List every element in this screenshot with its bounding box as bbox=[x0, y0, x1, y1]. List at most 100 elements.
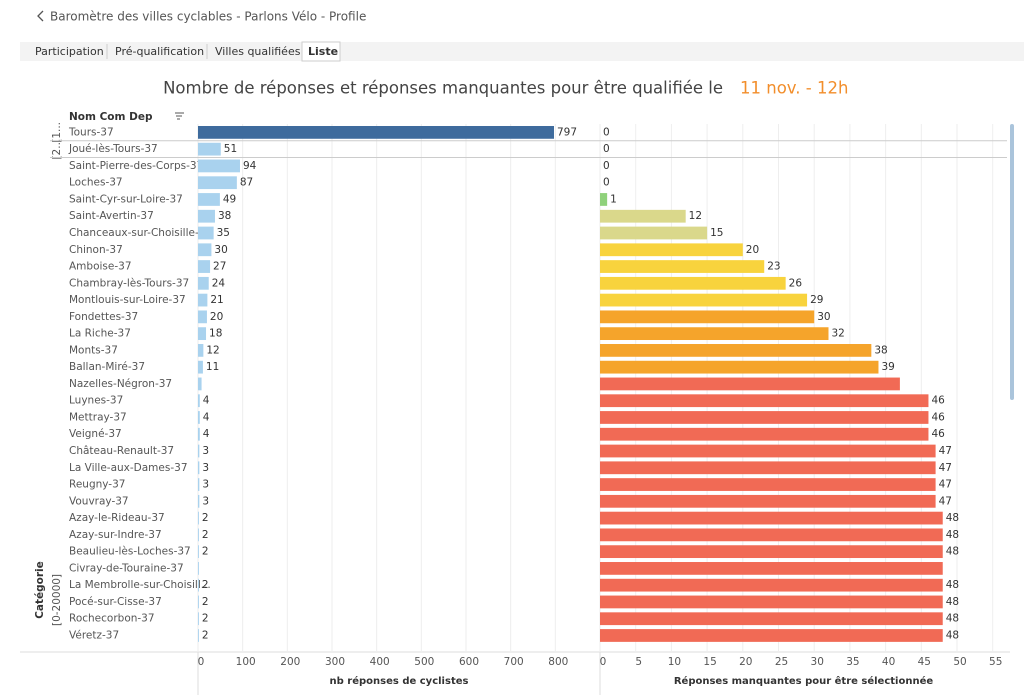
bar bbox=[600, 629, 943, 642]
bar bbox=[198, 411, 200, 424]
row-label: Saint-Pierre-des-Corps-37 bbox=[69, 160, 203, 172]
row-label: Monts-37 bbox=[69, 344, 118, 356]
x-tick-label: 400 bbox=[370, 656, 390, 668]
tab[interactable]: Liste bbox=[308, 45, 338, 58]
row-label: Chambray-lès-Tours-37 bbox=[69, 277, 189, 289]
row-group-label: [2... bbox=[51, 139, 63, 160]
row-label: Chinon-37 bbox=[69, 244, 123, 256]
bar bbox=[600, 528, 943, 542]
row-label: Tours-37 bbox=[68, 126, 114, 138]
bar bbox=[600, 444, 936, 458]
row-group-label: [1... bbox=[51, 122, 63, 143]
row-label: Joué-lès-Tours-37 bbox=[68, 143, 158, 155]
bar bbox=[600, 545, 943, 559]
sort-icon[interactable] bbox=[175, 112, 184, 120]
data-label: 46 bbox=[931, 411, 945, 423]
tab[interactable]: Participation bbox=[35, 45, 104, 58]
data-label: 48 bbox=[946, 529, 959, 541]
chart-title-date: 11 nov. - 12h bbox=[740, 79, 848, 98]
column-header: Nom Com Dep bbox=[69, 111, 153, 123]
bar bbox=[198, 578, 199, 592]
x-tick-label: 45 bbox=[918, 656, 931, 668]
x-axis-title: Réponses manquantes pour être sélectionn… bbox=[674, 675, 934, 687]
data-label: 18 bbox=[209, 328, 222, 340]
row-label: Rochecorbon-37 bbox=[69, 613, 155, 625]
data-label: 27 bbox=[213, 261, 226, 273]
data-label: 2 bbox=[202, 546, 209, 558]
x-tick-label: 10 bbox=[668, 656, 681, 668]
bar bbox=[600, 478, 936, 491]
row-label: Beaulieu-lès-Loches-37 bbox=[69, 546, 191, 558]
bar bbox=[198, 142, 221, 156]
data-label: 3 bbox=[202, 445, 209, 457]
tab[interactable]: Pré-qualification bbox=[115, 45, 204, 58]
x-axis-title: nb réponses de cyclistes bbox=[330, 675, 469, 687]
bar bbox=[198, 461, 200, 475]
row-label: Vouvray-37 bbox=[69, 495, 129, 507]
row-label: Reugny-37 bbox=[69, 479, 125, 491]
data-label: 4 bbox=[203, 395, 210, 407]
bar bbox=[198, 444, 200, 458]
bar bbox=[600, 226, 708, 240]
data-label: 48 bbox=[946, 629, 959, 641]
bar bbox=[198, 126, 554, 139]
bar bbox=[198, 310, 207, 324]
page-title: Baromètre des villes cyclables - Parlons… bbox=[50, 10, 366, 24]
data-label: 47 bbox=[939, 479, 952, 491]
row-group-title: Catégorie bbox=[34, 561, 46, 619]
row-label: Amboise-37 bbox=[69, 261, 132, 273]
data-label: 48 bbox=[946, 546, 959, 558]
bar bbox=[600, 595, 943, 609]
data-label: 51 bbox=[224, 143, 237, 155]
x-tick-label: 25 bbox=[775, 656, 788, 668]
data-label: 47 bbox=[939, 462, 952, 474]
bar bbox=[600, 260, 765, 273]
data-label: 48 bbox=[946, 512, 959, 524]
row-label: Véretz-37 bbox=[69, 629, 119, 641]
data-label: 23 bbox=[767, 261, 780, 273]
row-label: Civray-de-Touraine-37 bbox=[69, 562, 184, 574]
data-label: 3 bbox=[202, 495, 209, 507]
bar bbox=[198, 377, 202, 391]
x-tick-label: 40 bbox=[882, 656, 895, 668]
data-label: 26 bbox=[789, 277, 803, 289]
data-label: 49 bbox=[223, 193, 236, 205]
data-label: 94 bbox=[243, 160, 257, 172]
bar bbox=[198, 528, 199, 542]
bar bbox=[198, 478, 200, 491]
x-tick-label: 30 bbox=[811, 656, 824, 668]
data-label: 20 bbox=[746, 244, 759, 256]
data-label: 48 bbox=[946, 596, 959, 608]
x-tick-label: 20 bbox=[739, 656, 752, 668]
data-label: 30 bbox=[214, 244, 227, 256]
data-label: 12 bbox=[206, 344, 219, 356]
row-label: Luynes-37 bbox=[69, 395, 123, 407]
data-label: 0 bbox=[603, 126, 610, 138]
tab[interactable]: Villes qualifiées bbox=[215, 45, 301, 58]
bar bbox=[600, 461, 936, 475]
bar bbox=[198, 159, 240, 173]
data-label: 2 bbox=[202, 579, 209, 591]
bar bbox=[600, 193, 608, 206]
data-label: 21 bbox=[210, 294, 223, 306]
data-label: 20 bbox=[210, 311, 223, 323]
x-tick-label: 300 bbox=[325, 656, 345, 668]
row-label: Fondettes-37 bbox=[69, 311, 138, 323]
data-label: 11 bbox=[206, 361, 219, 373]
back-arrow[interactable] bbox=[37, 10, 44, 22]
bar bbox=[600, 360, 879, 374]
data-label: 4 bbox=[203, 428, 210, 440]
data-label: 12 bbox=[689, 210, 702, 222]
data-label: 47 bbox=[939, 445, 952, 457]
bar bbox=[600, 394, 929, 408]
row-label: Saint-Avertin-37 bbox=[69, 210, 154, 222]
data-label: 3 bbox=[202, 479, 209, 491]
bar bbox=[198, 276, 209, 290]
row-group-label: [0-20000] bbox=[51, 574, 63, 626]
x-tick-label: 500 bbox=[414, 656, 434, 668]
scrollbar[interactable] bbox=[1010, 124, 1014, 400]
bar bbox=[198, 595, 199, 609]
bar bbox=[600, 578, 943, 592]
data-label: 0 bbox=[603, 177, 610, 189]
